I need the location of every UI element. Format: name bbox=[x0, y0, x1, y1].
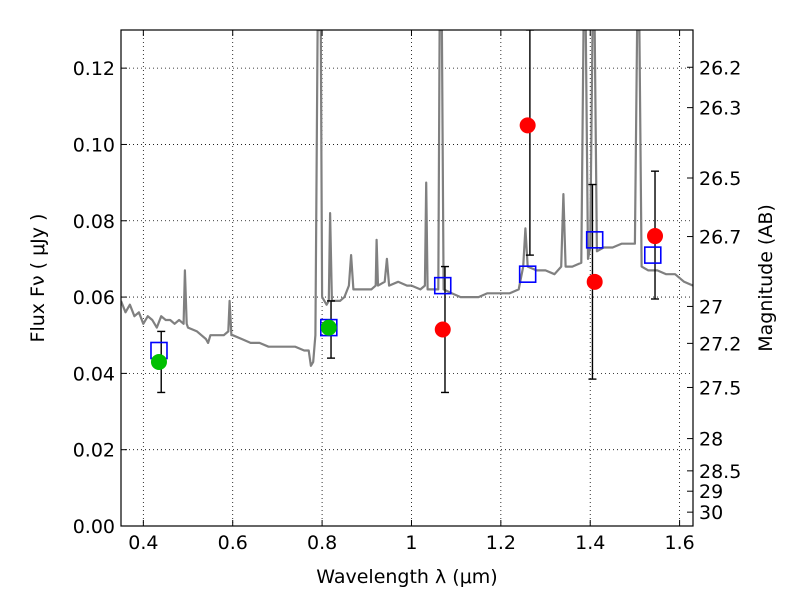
y-tick-label: 0.12 bbox=[73, 58, 115, 80]
x-tick-label: 0.4 bbox=[128, 532, 158, 554]
measurement-point bbox=[647, 228, 664, 245]
y2-tick-label: 27.5 bbox=[699, 377, 741, 399]
y-tick-label: 0.08 bbox=[73, 211, 115, 233]
y-tick-label: 0.04 bbox=[73, 363, 115, 385]
y2-tick-label: 27.2 bbox=[699, 333, 741, 355]
plot-background bbox=[121, 30, 693, 526]
plot-series bbox=[121, 30, 693, 394]
y-axis-label: Flux Fν ( μJy ) bbox=[27, 214, 49, 343]
model-square-marker bbox=[585, 231, 604, 249]
x-tick-label: 1.4 bbox=[575, 532, 605, 554]
x-tick-label: 1.2 bbox=[486, 532, 516, 554]
measurement-point bbox=[519, 117, 536, 134]
model-square-marker bbox=[433, 276, 452, 295]
y-tick-label: 0.06 bbox=[73, 287, 115, 309]
y2-tick-label: 26.2 bbox=[699, 57, 741, 79]
y2-tick-label: 27 bbox=[699, 296, 723, 318]
y2-tick-label: 26.7 bbox=[699, 227, 741, 249]
y2-tick-label: 28.5 bbox=[699, 461, 741, 483]
y2-tick-label: 30 bbox=[699, 502, 723, 524]
y2-tick-label: 29 bbox=[699, 481, 723, 503]
y2-tick-label: 28 bbox=[699, 429, 723, 451]
axis-ticks: 0.4 0.6 0.8 1 1.2 1.4 1.6 0.00 0.02 0.04 0.06 0.08 0… bbox=[73, 30, 741, 554]
plot-frame bbox=[120, 29, 694, 527]
y-tick-label: 0.00 bbox=[73, 516, 115, 538]
measurement-point bbox=[586, 273, 603, 290]
model-square-marker bbox=[518, 265, 537, 283]
detection-point bbox=[150, 353, 167, 370]
x-axis-label: Wavelength λ (μm) bbox=[316, 566, 497, 588]
measurement-point bbox=[434, 321, 451, 338]
detection-point bbox=[320, 319, 337, 336]
y-tick-label: 0.10 bbox=[73, 134, 115, 156]
y2-axis-label: Magnitude (AB) bbox=[755, 204, 777, 352]
x-tick-label: 0.8 bbox=[307, 532, 337, 554]
y2-tick-label: 26.3 bbox=[699, 98, 741, 120]
template-spectrum-line bbox=[121, 30, 693, 367]
y-tick-label: 0.02 bbox=[73, 440, 115, 462]
x-tick-label: 1.6 bbox=[664, 532, 694, 554]
model-square-marker bbox=[643, 246, 662, 264]
y2-tick-label: 26.5 bbox=[699, 168, 741, 190]
x-tick-label: 1 bbox=[405, 532, 417, 554]
x-tick-label: 0.6 bbox=[218, 532, 248, 554]
